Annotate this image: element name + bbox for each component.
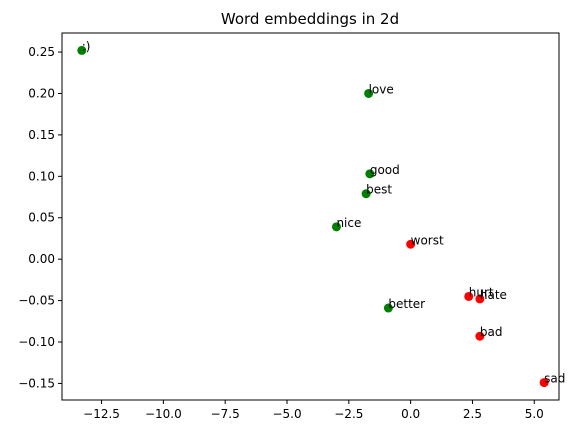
data-label: good xyxy=(370,163,400,177)
x-tick-label: −2.5 xyxy=(334,407,363,421)
data-point xyxy=(539,378,549,388)
y-tick-label: 0.00 xyxy=(28,252,55,266)
chart-title: Word embeddings in 2d xyxy=(221,10,399,28)
y-axis: 0.25 0.20 0.15 0.10 0.05 0.00 −0.05 −0.10 −0.15 xyxy=(18,45,62,390)
y-tick-label: −0.10 xyxy=(18,335,55,349)
data-point xyxy=(331,222,341,232)
x-tick-label: −5.0 xyxy=(272,407,301,421)
x-tick-label: 2.5 xyxy=(463,407,482,421)
data-label: worst xyxy=(411,233,444,247)
y-tick-label: −0.05 xyxy=(18,294,55,308)
data-point xyxy=(464,291,474,301)
data-label: :) xyxy=(82,39,91,53)
x-tick-label: −7.5 xyxy=(211,407,240,421)
plot-area: −12.5 −10.0 −7.5 −5.0 −2.5 0.0 2.5 5.0 0.25 0.20… xyxy=(18,32,566,421)
x-tick-label: −10.0 xyxy=(145,407,182,421)
data-label: hate xyxy=(480,288,507,302)
data-label: better xyxy=(388,297,425,311)
y-tick-label: 0.05 xyxy=(28,211,55,225)
data-label: best xyxy=(366,183,392,197)
data-point xyxy=(361,189,371,199)
data-point xyxy=(475,294,485,304)
data-points xyxy=(77,45,549,388)
x-tick-label: 0.0 xyxy=(401,407,420,421)
data-label: nice xyxy=(336,216,361,230)
x-axis: −12.5 −10.0 −7.5 −5.0 −2.5 0.0 2.5 5.0 xyxy=(83,400,544,421)
y-tick-label: 0.25 xyxy=(28,45,55,59)
data-label: sad xyxy=(544,372,565,386)
y-tick-label: −0.15 xyxy=(18,376,55,390)
y-tick-label: 0.20 xyxy=(28,86,55,100)
data-point xyxy=(365,169,375,179)
axes-frame xyxy=(61,32,560,401)
x-tick-label: −12.5 xyxy=(83,407,120,421)
data-point xyxy=(475,331,485,341)
data-point xyxy=(364,88,374,98)
data-point xyxy=(406,239,416,249)
data-label: love xyxy=(369,82,394,96)
x-tick-label: 5.0 xyxy=(525,407,544,421)
data-label: hurt xyxy=(469,285,494,299)
y-tick-label: 0.10 xyxy=(28,169,55,183)
data-point xyxy=(383,303,393,313)
data-label: bad xyxy=(480,325,503,339)
y-tick-label: 0.15 xyxy=(28,128,55,142)
data-point xyxy=(77,45,87,55)
